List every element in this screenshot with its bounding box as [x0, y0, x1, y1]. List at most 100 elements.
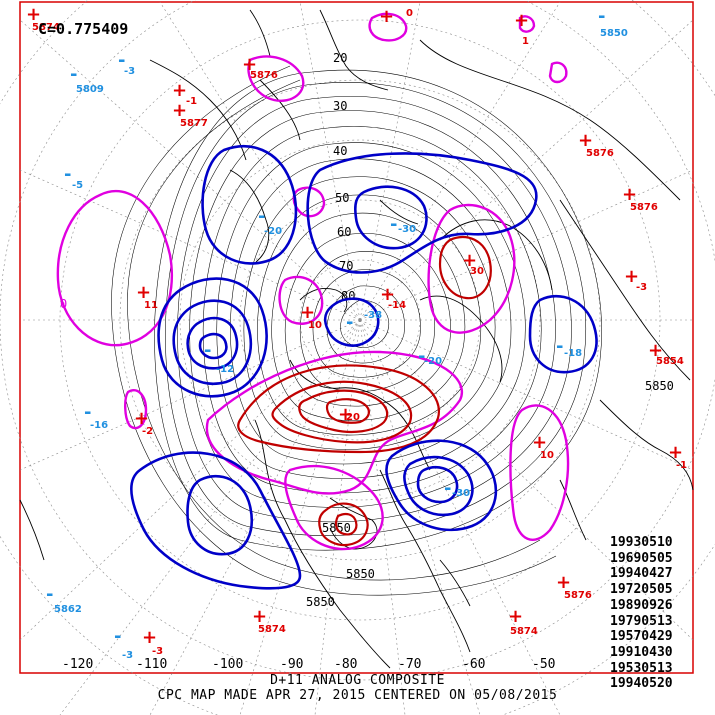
correlation-label: C=0.775409: [38, 20, 129, 38]
lat-label: 30: [333, 99, 347, 113]
low-center-marker: -: [390, 214, 397, 235]
high-center-value: -1: [676, 460, 687, 471]
low-center-marker: -: [258, 206, 265, 227]
lat-label: 20: [333, 51, 347, 65]
zero-contour-label: 0: [60, 297, 67, 311]
high-center-marker: +: [134, 408, 149, 429]
coastlines: [19, 9, 694, 669]
low-center-marker: -: [46, 584, 53, 605]
high-center-marker: +: [508, 606, 523, 627]
analog-date: 19720505: [610, 582, 673, 598]
low-centers: - 5850 - 5809 - -3 - -5 - -16 - 5862 - -…: [46, 6, 628, 661]
high-center-value: 11: [144, 300, 158, 311]
high-center-marker: +: [172, 80, 187, 101]
low-center-marker: -: [418, 346, 425, 367]
high-center-value: 5876: [630, 202, 658, 213]
analog-date: 19910430: [610, 644, 673, 660]
low-center-marker: -: [556, 336, 563, 357]
analog-date: 19940520: [610, 676, 673, 692]
height-label: 5850: [306, 595, 335, 609]
high-center-marker: +: [514, 10, 529, 31]
high-center-value: 5874: [258, 624, 286, 635]
analog-date: 19940427: [610, 566, 673, 582]
height-label: 5850: [645, 379, 674, 393]
low-center-marker: -: [64, 164, 71, 185]
lon-label: -100: [212, 657, 244, 672]
low-center-value: -3: [122, 650, 133, 661]
lat-label: 50: [335, 191, 349, 205]
zero-anomaly-contours: [56, 12, 570, 551]
analog-date: 19570429: [610, 629, 673, 645]
high-center-marker: +: [578, 130, 593, 151]
analog-date: 19890926: [610, 597, 673, 613]
low-center-marker: -: [70, 64, 77, 85]
low-center-marker: -: [598, 6, 605, 27]
analog-dates-list: 19930510 19690505 19940427 19720505 1989…: [610, 535, 673, 692]
low-center-marker: -: [84, 402, 91, 423]
high-center-value: 5876: [564, 590, 592, 601]
high-center-value: 1: [522, 36, 529, 47]
high-center-marker: +: [648, 340, 663, 361]
high-center-marker: +: [624, 266, 639, 287]
high-center-value: 5876: [250, 70, 278, 81]
low-center-marker: -: [118, 50, 125, 71]
positive-anomaly-contours: [237, 235, 492, 547]
high-center-marker: +: [338, 404, 353, 425]
low-center-value: -30: [398, 224, 416, 235]
low-center-marker: -: [346, 312, 353, 333]
lon-label: -60: [462, 657, 486, 672]
lon-label: -50: [532, 657, 556, 672]
high-center-value: -3: [636, 282, 647, 293]
low-center-value: -16: [90, 420, 108, 431]
high-center-value: 10: [308, 320, 322, 331]
low-center-marker: -: [204, 340, 211, 361]
height-label: 5850: [346, 567, 375, 581]
high-center-value: -2: [142, 426, 153, 437]
lon-label: -120: [62, 657, 94, 672]
high-center-marker: +: [532, 432, 547, 453]
high-center-value: 5874: [510, 626, 538, 637]
lon-label: -90: [280, 657, 304, 672]
high-center-value: 5874: [32, 22, 60, 33]
low-center-marker: -: [444, 478, 451, 499]
low-center-value: -12: [216, 364, 234, 375]
analog-date: 19690505: [610, 550, 673, 566]
high-center-value: 5877: [180, 118, 208, 129]
low-center-value: -3: [124, 66, 135, 77]
low-center-value: -20: [424, 356, 442, 367]
analog-date: 19790513: [610, 613, 673, 629]
high-center-marker: +: [462, 250, 477, 271]
high-center-marker: +: [252, 606, 267, 627]
high-center-marker: +: [380, 284, 395, 305]
high-center-value: 10: [540, 450, 554, 461]
high-center-value: -14: [388, 300, 406, 311]
low-center-value: 5850: [600, 28, 628, 39]
high-center-value: 5854: [656, 356, 684, 367]
high-center-marker: +: [136, 282, 151, 303]
low-center-value: 5809: [76, 84, 104, 95]
low-center-value: -18: [564, 348, 582, 359]
low-center-value: -5: [72, 180, 83, 191]
lat-label: 40: [333, 144, 347, 158]
high-center-marker: +: [556, 572, 571, 593]
high-center-value: 30: [470, 266, 484, 277]
high-center-marker: +: [379, 6, 394, 27]
analog-date: 19530513: [610, 660, 673, 676]
high-center-value: 20: [346, 412, 360, 423]
low-center-marker: -: [114, 626, 121, 647]
high-center-marker: +: [242, 54, 257, 75]
high-center-value: -3: [152, 646, 163, 657]
lon-label: -70: [398, 657, 422, 672]
high-center-value: 0: [406, 8, 413, 19]
high-center-marker: +: [142, 627, 157, 648]
footer-subtitle: CPC MAP MADE APR 27, 2015 CENTERED ON 05…: [157, 688, 558, 703]
high-centers: + 5874 + 0 + 1 + -1 + 5877 + 5876 + 5876…: [26, 4, 687, 657]
high-center-marker: +: [622, 184, 637, 205]
lon-label: -80: [334, 657, 358, 672]
low-center-value: -20: [264, 226, 282, 237]
high-center-value: -1: [186, 96, 197, 107]
high-center-marker: +: [26, 4, 41, 25]
map-frame: [19, 1, 694, 674]
